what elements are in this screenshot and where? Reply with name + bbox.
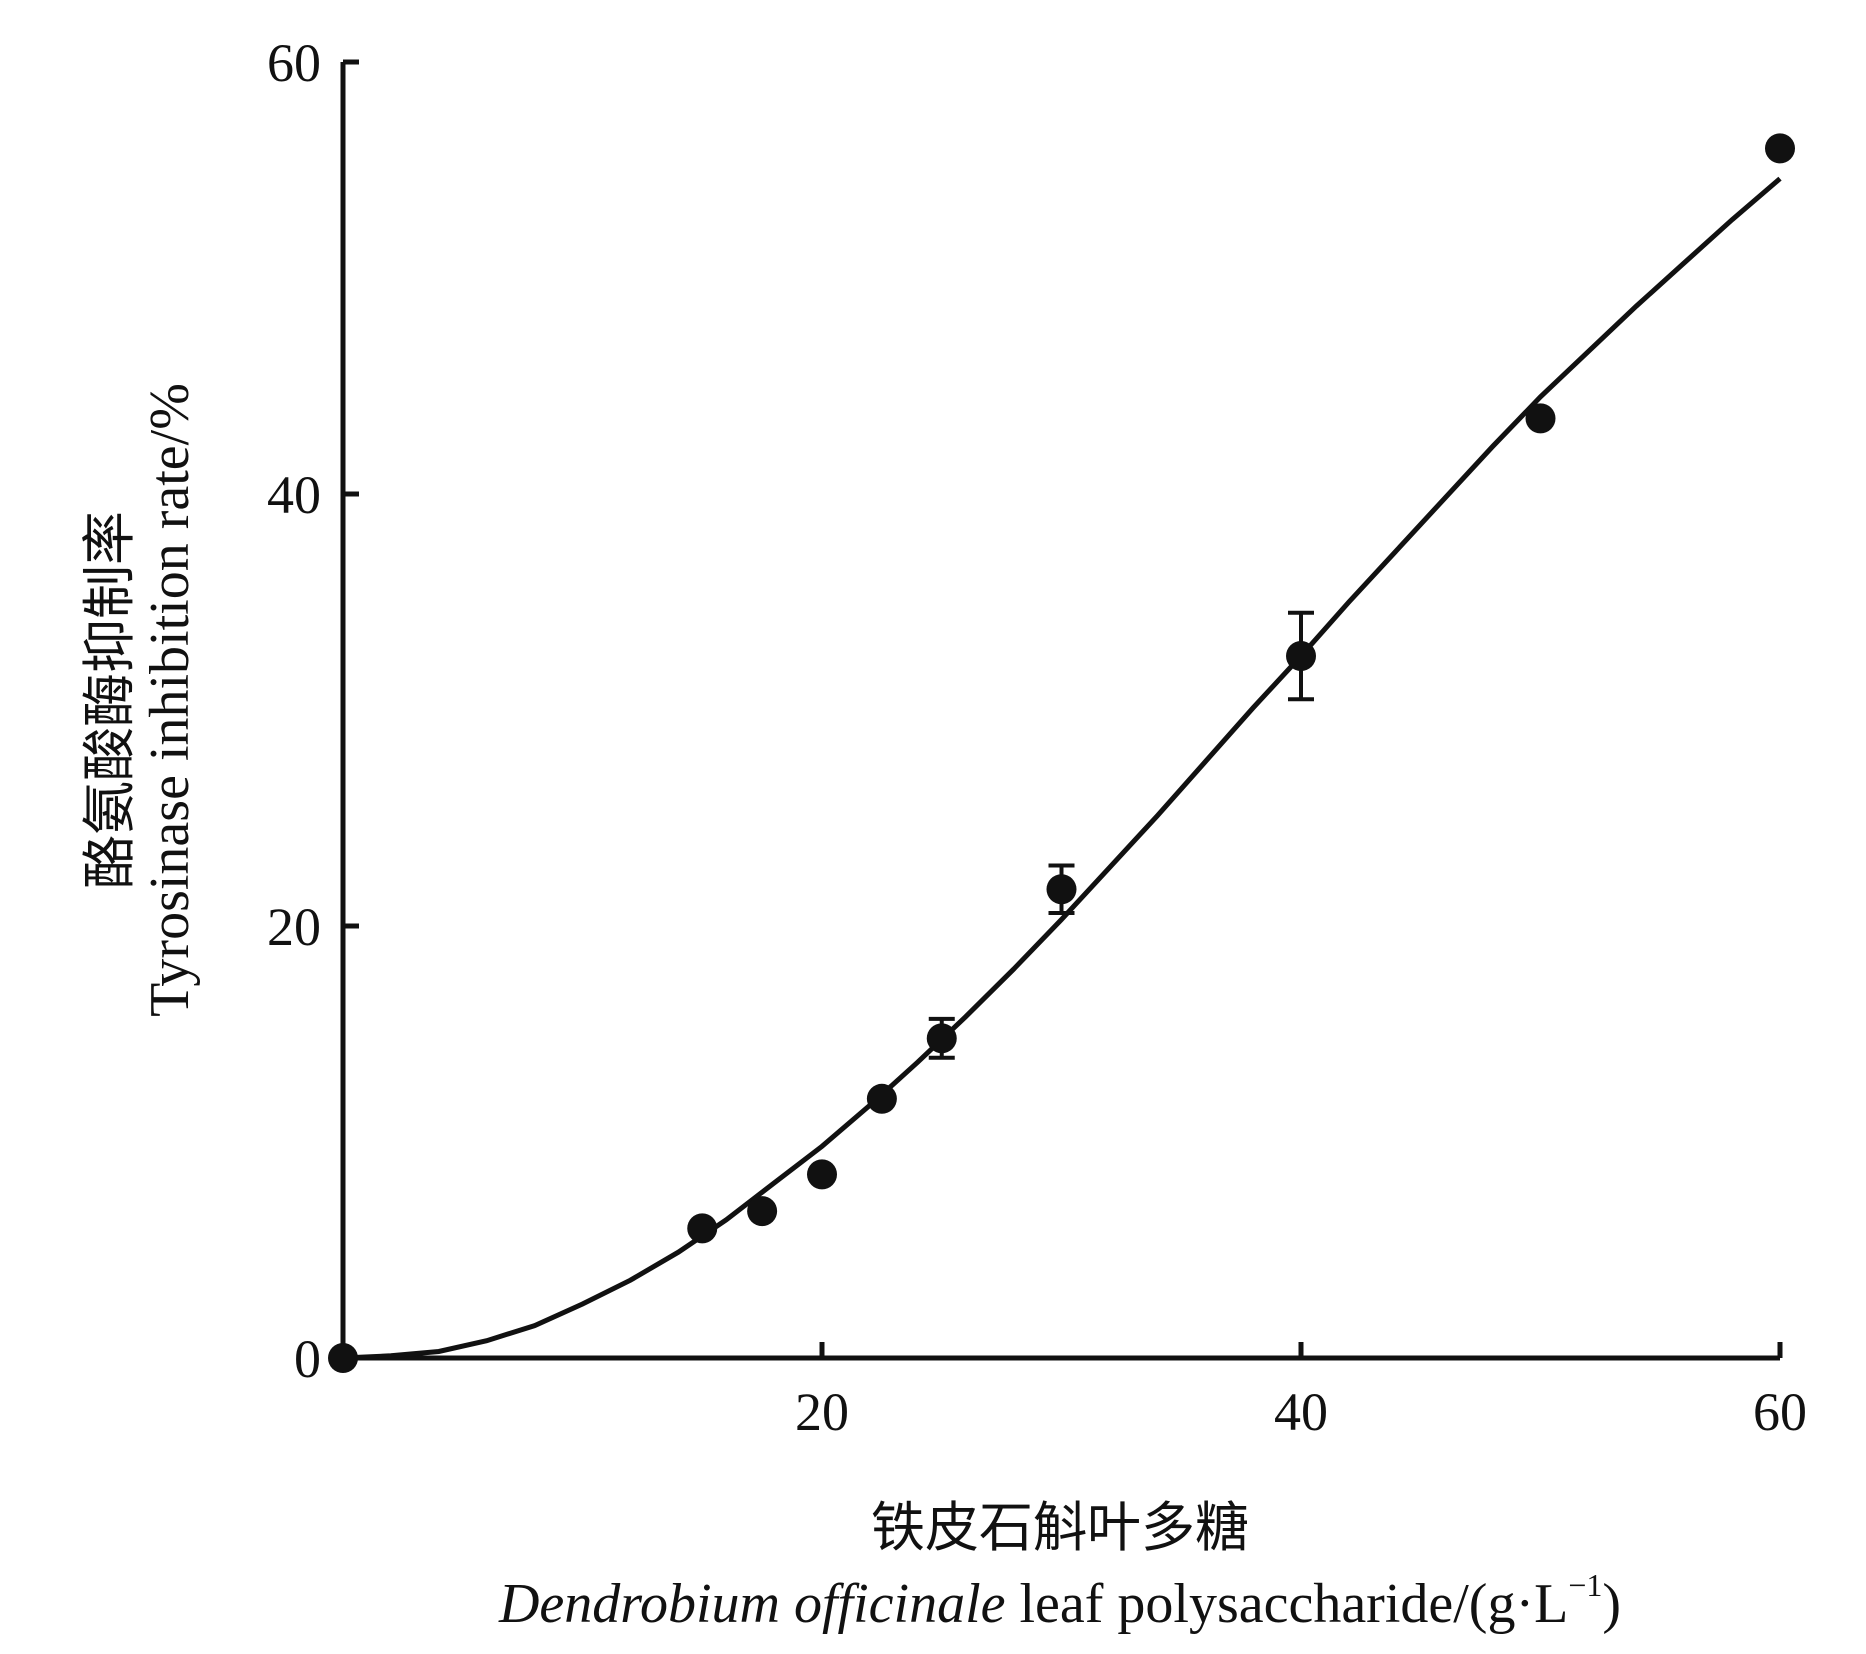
y-axis-title: 酪氨酸酶抑制率 Tyrosinase inhibition rate/% (78, 383, 201, 1017)
x-axis-title-en-close: ) (1602, 1573, 1621, 1635)
x-axis-title-en-sup: −1 (1568, 1567, 1602, 1603)
data-point (866, 1083, 897, 1114)
error-bars (928, 610, 1314, 1060)
y-tick-label: 0 (294, 1329, 321, 1389)
data-point (1286, 641, 1316, 671)
x-tick-label: 60 (1753, 1382, 1807, 1442)
y-axis-title-cn: 酪氨酸酶抑制率 (78, 511, 141, 889)
x-axis-title: 铁皮石斛叶多糖 Dendrobium officinale leaf polys… (498, 1496, 1621, 1635)
data-point (1525, 403, 1556, 434)
data-point (747, 1196, 778, 1227)
y-tick-label: 60 (267, 33, 321, 93)
x-tick-label: 40 (1274, 1382, 1328, 1442)
x-axis-title-cn: 铁皮石斛叶多糖 (871, 1496, 1249, 1559)
data-point (687, 1213, 718, 1244)
y-axis-title-en: Tyrosinase inhibition rate/% (139, 383, 201, 1017)
ticks (343, 59, 1783, 1358)
y-tick-label: 20 (267, 897, 321, 957)
axes (340, 62, 1780, 1361)
fit-curve (342, 176, 1782, 1361)
data-points (328, 133, 1795, 1373)
x-axis-title-en-italic: Dendrobium officinale (498, 1573, 1006, 1635)
x-axis-title-en: Dendrobium officinale leaf polysaccharid… (498, 1567, 1621, 1635)
y-tick-label: 40 (267, 465, 321, 525)
data-point (926, 1023, 957, 1054)
data-point (807, 1159, 837, 1190)
data-point (1765, 133, 1795, 164)
data-point (328, 1343, 358, 1373)
x-axis-title-en-rest: leaf polysaccharide/(g·L (1005, 1573, 1568, 1635)
x-tick-label: 20 (795, 1382, 849, 1442)
tick-labels: 20 40 60 0 20 40 60 (267, 33, 1807, 1442)
data-point (1046, 874, 1077, 905)
